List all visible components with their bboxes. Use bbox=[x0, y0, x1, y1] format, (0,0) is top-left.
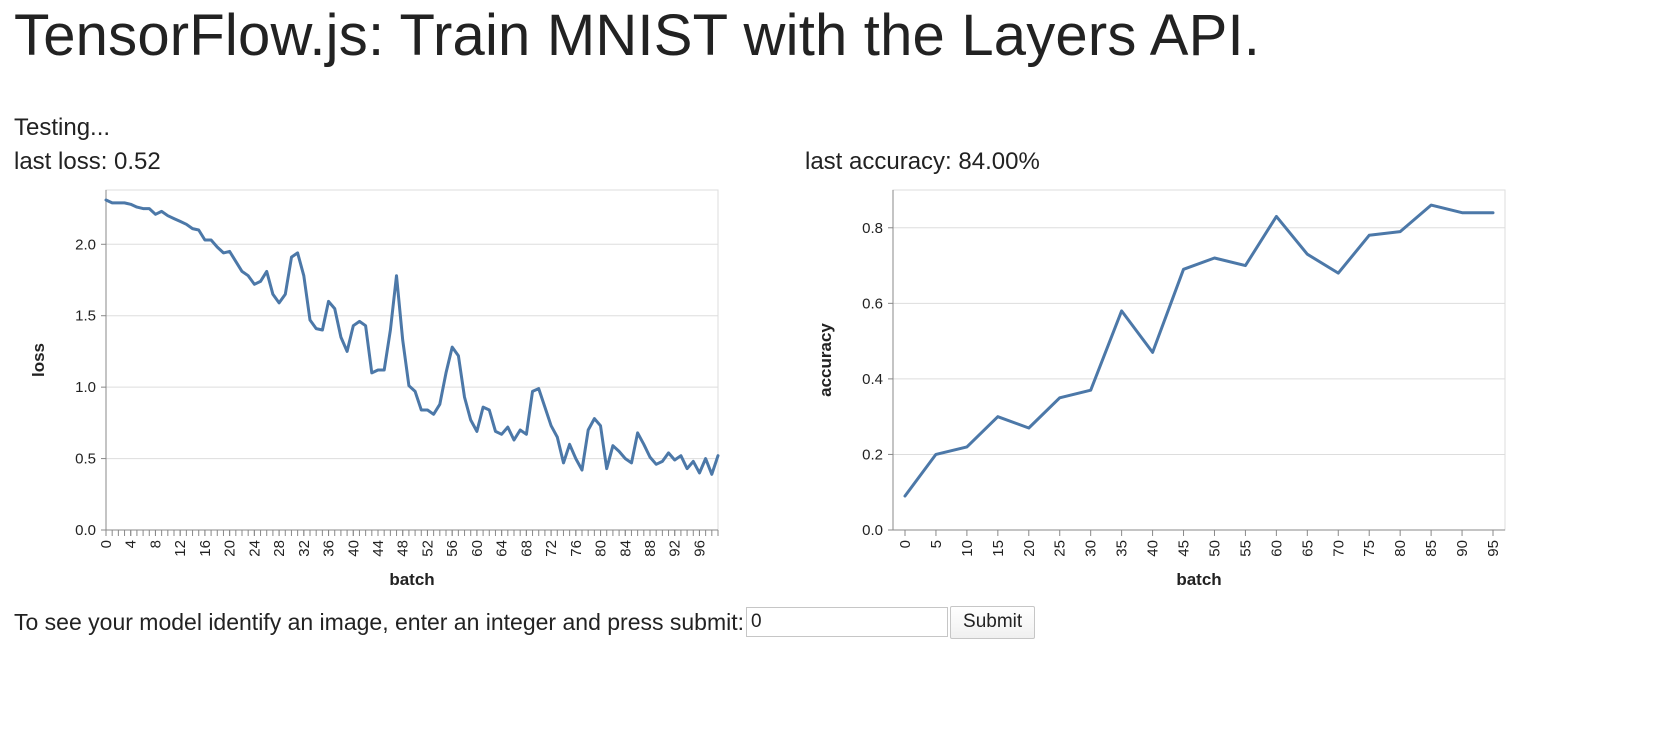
x-tick-label: 95 bbox=[1485, 540, 1502, 557]
predict-prompt: To see your model identify an image, ent… bbox=[14, 608, 745, 635]
x-tick-label: 90 bbox=[1454, 540, 1471, 557]
x-tick-label: 68 bbox=[518, 540, 535, 557]
x-tick-label: 96 bbox=[691, 540, 708, 557]
x-axis-title: batch bbox=[389, 570, 434, 589]
x-tick-label: 45 bbox=[1176, 540, 1193, 557]
y-tick-label: 0.5 bbox=[75, 451, 96, 468]
x-tick-label: 0 bbox=[897, 540, 914, 548]
x-tick-label: 80 bbox=[1392, 540, 1409, 557]
predict-form: To see your model identify an image, ent… bbox=[14, 604, 1036, 640]
x-tick-label: 10 bbox=[959, 540, 976, 557]
x-tick-label: 75 bbox=[1361, 540, 1378, 557]
x-tick-label: 20 bbox=[222, 540, 239, 557]
x-tick-label: 64 bbox=[494, 540, 511, 557]
page-title: TensorFlow.js: Train MNIST with the Laye… bbox=[14, 3, 1261, 68]
x-tick-label: 72 bbox=[543, 540, 560, 557]
x-tick-label: 48 bbox=[395, 540, 412, 557]
x-tick-label: 36 bbox=[321, 540, 338, 557]
image-index-input[interactable] bbox=[746, 607, 949, 637]
series-line bbox=[104, 198, 720, 476]
x-tick-label: 60 bbox=[469, 540, 486, 557]
x-tick-label: 32 bbox=[296, 540, 313, 557]
series-line bbox=[903, 203, 1495, 498]
last-loss-label: last loss: 0.52 bbox=[14, 148, 161, 175]
plot-frame bbox=[105, 189, 719, 531]
x-tick-label: 30 bbox=[1083, 540, 1100, 557]
plot-frame bbox=[892, 189, 1506, 531]
y-tick-label: 1.5 bbox=[75, 308, 96, 325]
x-tick-label: 40 bbox=[1145, 540, 1162, 557]
training-status: Testing... bbox=[14, 114, 111, 141]
x-tick-label: 52 bbox=[419, 540, 436, 557]
x-tick-label: 56 bbox=[444, 540, 461, 557]
x-tick-label: 20 bbox=[1021, 540, 1038, 557]
x-tick-label: 85 bbox=[1423, 540, 1440, 557]
x-tick-label: 40 bbox=[345, 540, 362, 557]
x-tick-label: 60 bbox=[1268, 540, 1285, 557]
x-tick-label: 70 bbox=[1330, 540, 1347, 557]
y-axis-title: accuracy bbox=[816, 323, 835, 397]
x-tick-label: 0 bbox=[98, 540, 115, 548]
loss-chart: 0.00.51.01.52.00 4 8 12 16 20 24 28 32 36 40 44 48 52… bbox=[29, 189, 720, 589]
x-tick-label: 8 bbox=[147, 540, 164, 548]
y-tick-label: 2.0 bbox=[75, 236, 96, 253]
x-tick-label: 16 bbox=[197, 540, 214, 557]
x-tick-label: 80 bbox=[593, 540, 610, 557]
x-tick-label: 76 bbox=[568, 540, 585, 557]
y-tick-label: 0.0 bbox=[862, 522, 883, 539]
x-tick-label: 84 bbox=[617, 540, 634, 557]
y-axis-title: loss bbox=[29, 343, 48, 377]
y-tick-label: 0.2 bbox=[862, 446, 883, 463]
x-tick-label: 4 bbox=[123, 540, 140, 548]
x-tick-label: 24 bbox=[246, 540, 263, 557]
x-tick-label: 35 bbox=[1114, 540, 1131, 557]
y-tick-label: 0.4 bbox=[862, 371, 883, 388]
x-axis-title: batch bbox=[1176, 570, 1221, 589]
y-tick-label: 1.0 bbox=[75, 379, 96, 396]
x-tick-label: 92 bbox=[667, 540, 684, 557]
x-tick-label: 65 bbox=[1299, 540, 1316, 557]
x-tick-label: 12 bbox=[172, 540, 189, 557]
y-tick-label: 0.8 bbox=[862, 220, 883, 237]
x-tick-label: 88 bbox=[642, 540, 659, 557]
x-tick-label: 25 bbox=[1052, 540, 1069, 557]
x-tick-label: 28 bbox=[271, 540, 288, 557]
y-tick-label: 0.6 bbox=[862, 295, 883, 312]
accuracy-chart: 0.0 0.2 0.4 0.6 0.8 0 5 10 15 20 25 30 35 40 45 50 55 60 6… bbox=[816, 189, 1506, 589]
x-tick-label: 50 bbox=[1206, 540, 1223, 557]
last-accuracy-label: last accuracy: 84.00% bbox=[805, 148, 1040, 175]
x-tick-label: 15 bbox=[990, 540, 1007, 557]
x-tick-label: 44 bbox=[370, 540, 387, 557]
y-tick-label: 0.0 bbox=[75, 522, 96, 539]
submit-button[interactable]: Submit bbox=[950, 605, 1036, 639]
x-tick-label: 55 bbox=[1237, 540, 1254, 557]
x-tick-label: 5 bbox=[928, 540, 945, 548]
